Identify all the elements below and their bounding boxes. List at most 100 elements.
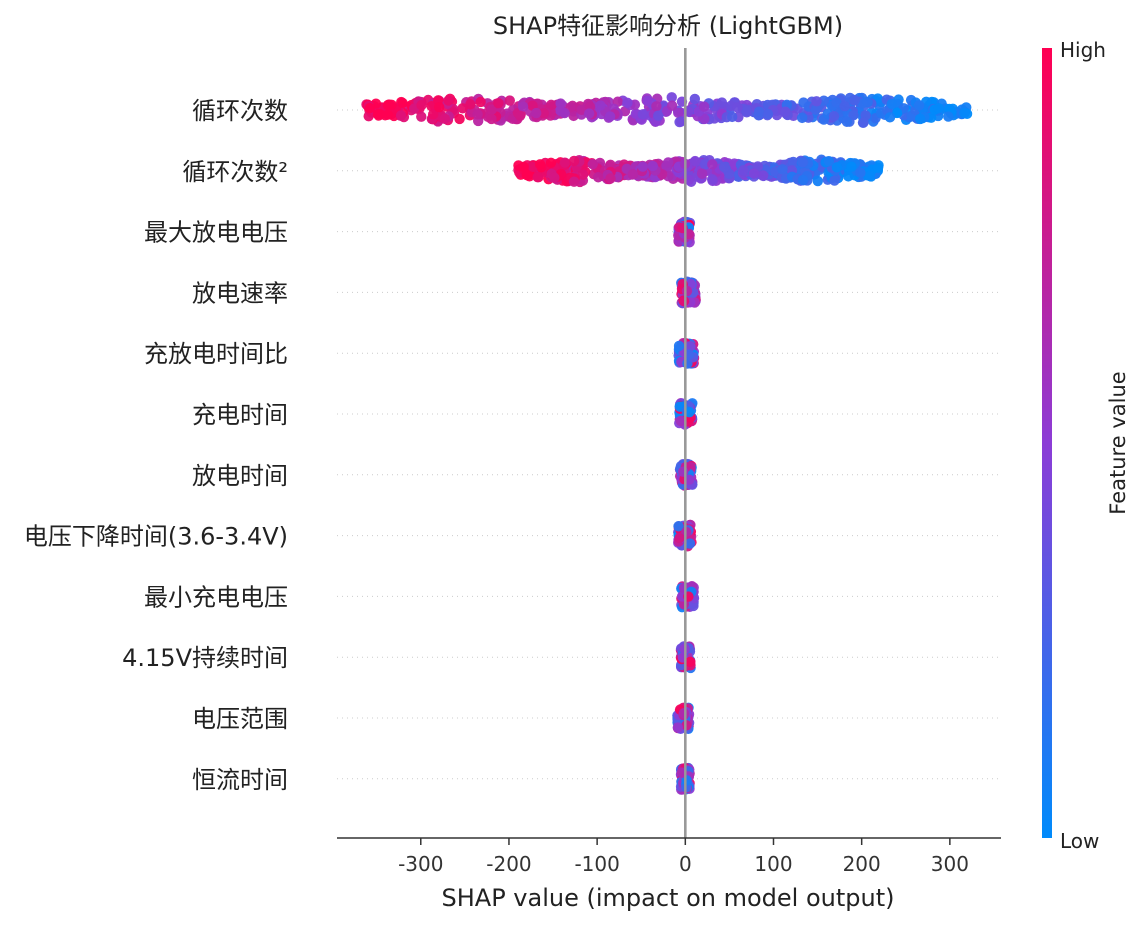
- feature-label: 最小充电电压: [144, 583, 288, 611]
- shap-point: [788, 156, 799, 168]
- shap-point: [555, 98, 566, 109]
- feature-label: 充电时间: [192, 401, 288, 429]
- shap-point: [828, 110, 840, 122]
- shap-point: [797, 174, 809, 186]
- shap-point: [811, 96, 822, 107]
- shap-point: [666, 100, 678, 111]
- shap-point: [843, 171, 854, 182]
- shap-point: [622, 97, 633, 109]
- shap-point: [689, 93, 701, 105]
- shap-point: [757, 170, 769, 181]
- feature-label: 恒流时间: [192, 766, 288, 794]
- shap-point: [672, 722, 684, 733]
- shap-point: [812, 175, 823, 187]
- shap-point: [855, 167, 866, 179]
- shap-point: [748, 168, 760, 179]
- shap-point: [741, 105, 752, 117]
- feature-label: 循环次数: [192, 97, 288, 125]
- shap-point: [504, 95, 515, 106]
- colorbar-low-label: Low: [1060, 829, 1099, 853]
- shap-point: [517, 101, 529, 112]
- shap-point: [673, 340, 685, 352]
- shap-point: [797, 157, 808, 168]
- shap-point: [427, 109, 439, 120]
- x-tick-label: 100: [754, 852, 792, 876]
- shap-point: [666, 92, 677, 103]
- x-tick-label: 200: [843, 852, 881, 876]
- shap-point: [534, 159, 546, 170]
- shap-point: [531, 107, 542, 119]
- shap-point: [864, 170, 875, 182]
- shap-point: [375, 109, 386, 120]
- colorbar: [1042, 48, 1052, 838]
- shap-point: [518, 161, 529, 173]
- shap-point: [486, 113, 497, 125]
- colorbar-title: Feature value: [1106, 371, 1130, 514]
- shap-point: [457, 103, 468, 114]
- shap-point: [943, 111, 954, 122]
- feature-label: 4.15V持续时间: [122, 644, 288, 672]
- shap-point: [884, 112, 896, 123]
- shap-point: [472, 109, 483, 120]
- feature-label: 电压范围: [192, 705, 288, 733]
- shap-point: [777, 164, 788, 175]
- shap-point: [678, 708, 690, 719]
- shap-point: [397, 97, 408, 109]
- shap-point: [681, 285, 693, 297]
- feature-label: 循环次数²: [182, 158, 288, 186]
- shap-point: [475, 96, 486, 108]
- shap-point: [493, 97, 504, 109]
- shap-point: [698, 101, 710, 112]
- shap-point: [637, 109, 649, 120]
- feature-label: 充放电时间比: [144, 340, 288, 368]
- shap-point: [627, 169, 639, 180]
- shap-point: [823, 156, 835, 167]
- shap-point: [685, 340, 696, 352]
- shap-point: [486, 104, 497, 115]
- shap-point: [683, 474, 695, 485]
- feature-label: 放电速率: [192, 279, 288, 307]
- shap-point: [364, 102, 376, 114]
- shap-point: [568, 176, 580, 187]
- shap-point: [841, 116, 853, 127]
- shap-point: [762, 108, 774, 120]
- x-tick-label: -200: [486, 852, 531, 876]
- shap-point: [684, 406, 695, 418]
- shap-point: [707, 174, 718, 185]
- shap-point: [915, 113, 926, 125]
- shap-point: [753, 106, 765, 117]
- feature-label: 最大放电电压: [144, 219, 288, 247]
- shap-point: [545, 99, 557, 111]
- shap-point: [674, 532, 685, 544]
- shap-point: [732, 102, 743, 113]
- shap-point: [685, 656, 696, 668]
- shap-point: [386, 99, 397, 111]
- shap-point: [443, 95, 454, 106]
- shap-point: [681, 775, 692, 786]
- shap-point: [886, 98, 898, 110]
- shap-point: [568, 110, 579, 122]
- colorbar-high-label: High: [1060, 38, 1106, 62]
- shap-point: [719, 161, 730, 173]
- shap-point: [605, 173, 616, 184]
- shap-point: [959, 107, 970, 119]
- shap-point: [642, 95, 653, 106]
- shap-point: [651, 101, 662, 112]
- shap-point: [521, 169, 533, 181]
- shap-point: [587, 159, 598, 170]
- shap-point: [780, 106, 791, 117]
- shap-point: [454, 113, 465, 125]
- shap-point: [699, 159, 711, 170]
- shap-point: [653, 110, 664, 121]
- shap-point: [839, 100, 850, 112]
- shap-point: [696, 168, 708, 179]
- shap-point: [796, 112, 808, 124]
- shap-point: [577, 169, 589, 180]
- feature-label: 放电时间: [192, 462, 288, 490]
- shap-point: [559, 157, 571, 168]
- shap-point: [689, 155, 701, 167]
- row-guide-lines: [337, 109, 1001, 780]
- shap-point: [592, 172, 604, 183]
